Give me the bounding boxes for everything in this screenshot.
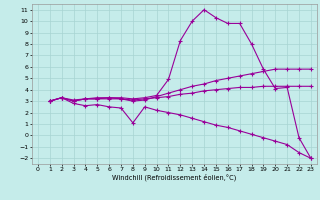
X-axis label: Windchill (Refroidissement éolien,°C): Windchill (Refroidissement éolien,°C) bbox=[112, 174, 236, 181]
